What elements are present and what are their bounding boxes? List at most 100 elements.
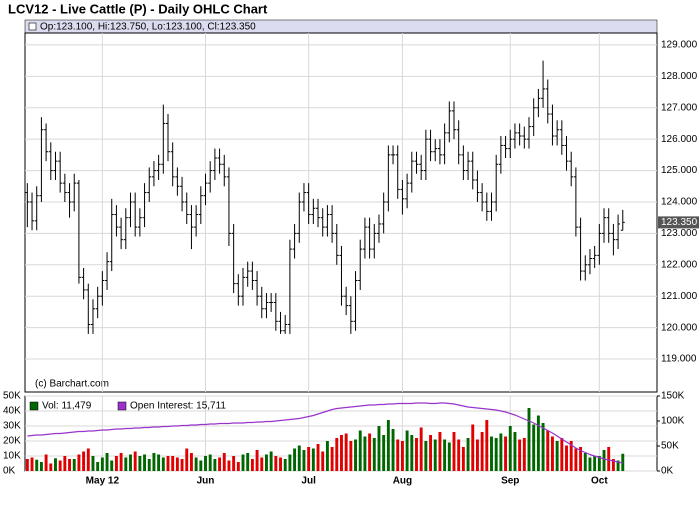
volume-bar — [335, 438, 339, 471]
volume-bar — [213, 459, 217, 471]
volume-bar — [185, 448, 189, 471]
volume-bar — [480, 432, 484, 471]
volume-bar — [372, 438, 376, 471]
y-tick-label: 120.000 — [661, 322, 698, 333]
volume-bar — [143, 454, 147, 471]
volume-bar — [241, 454, 245, 471]
y-tick-label: 126.000 — [661, 134, 698, 145]
volume-bar — [424, 441, 428, 471]
volume-bar — [269, 451, 273, 471]
volume-bar — [316, 444, 320, 471]
y-tick-label: 50K — [3, 391, 21, 402]
volume-bar — [532, 424, 536, 471]
volume-bar — [279, 457, 282, 471]
y-tick-label: 121.000 — [661, 291, 698, 302]
volume-bar — [30, 457, 34, 471]
volume-bar — [457, 439, 461, 471]
x-tick-label: Sep — [501, 476, 519, 487]
y-tick-label: 40K — [3, 406, 21, 417]
volume-bar — [368, 433, 372, 471]
volume-bar — [443, 439, 447, 471]
volume-bar — [602, 450, 606, 471]
volume-bar — [204, 456, 207, 471]
volume-bar — [485, 420, 489, 471]
volume-bar — [466, 438, 470, 471]
volume-bar — [194, 457, 198, 471]
volume-bar — [433, 439, 437, 471]
x-tick-label: Oct — [591, 476, 608, 487]
y-tick-label: 30K — [3, 421, 21, 432]
volume-bar — [39, 462, 43, 471]
y-tick-label: 122.000 — [661, 259, 698, 270]
volume-bar — [199, 460, 203, 471]
volume-bar — [138, 456, 142, 471]
volume-bar — [274, 456, 278, 471]
volume-bar — [161, 457, 165, 471]
volume-bar — [82, 451, 86, 471]
volume-bar — [438, 432, 442, 471]
volume-bars — [25, 408, 625, 471]
volume-bar — [58, 460, 62, 471]
volume-bar — [302, 450, 306, 471]
volume-bar — [147, 459, 151, 471]
header-icon — [28, 22, 37, 31]
volume-bar — [49, 463, 53, 471]
volume-bar — [114, 456, 118, 471]
volume-bar — [344, 433, 348, 471]
volume-bar — [152, 453, 156, 471]
volume-bar — [175, 457, 179, 471]
volume-bar — [611, 459, 615, 471]
volume-bar — [166, 456, 170, 471]
legend-swatch — [29, 401, 39, 411]
volume-bar — [236, 462, 240, 471]
volume-bar — [96, 462, 100, 471]
volume-bar — [518, 439, 522, 471]
volume-bar — [588, 457, 592, 471]
volume-bar — [208, 454, 212, 471]
volume-bar — [386, 420, 390, 471]
volume-bar — [555, 441, 559, 471]
y-tick-label: 10K — [3, 451, 21, 462]
x-tick-label: Jul — [301, 476, 316, 487]
ohlc-label: Op:123.100, Hi:123.750, Lo:123.100, Cl:1… — [40, 22, 256, 33]
y-tick-label: 127.000 — [661, 102, 698, 113]
volume-bar — [232, 456, 236, 471]
copyright: (c) Barchart.com — [35, 379, 109, 390]
volume-bar — [490, 436, 493, 471]
volume-bar — [293, 448, 297, 471]
volume-bar — [157, 454, 161, 471]
volume-bar — [574, 448, 578, 471]
volume-bar — [541, 423, 545, 471]
volume-bar — [325, 441, 329, 471]
chart-title: LCV12 - Live Cattle (P) - Daily OHLC Cha… — [8, 1, 268, 16]
volume-bar — [419, 427, 423, 471]
open-interest-line — [27, 402, 623, 464]
volume-bar — [86, 448, 90, 471]
volume-bar — [189, 453, 193, 471]
legend-swatch — [117, 401, 127, 411]
volume-bar — [124, 457, 128, 471]
y2-tick-label: 150K — [661, 391, 685, 402]
volume-bar — [550, 436, 554, 471]
volume-bar — [227, 460, 231, 471]
volume-bar — [321, 451, 325, 471]
volume-bar — [297, 445, 301, 471]
volume-bar — [340, 435, 343, 471]
y-tick-label: 0K — [3, 466, 16, 477]
volume-bar — [522, 438, 526, 471]
volume-bar — [415, 438, 418, 471]
volume-bar — [311, 448, 315, 471]
volume-bar — [354, 439, 357, 471]
volume-bar — [171, 456, 175, 471]
x-tick-label: Aug — [393, 476, 412, 487]
volume-bar — [119, 453, 123, 471]
x-tick-label: Jun — [197, 476, 215, 487]
y-tick-label: 129.000 — [661, 40, 698, 51]
y-tick-label: 123.000 — [661, 228, 698, 239]
volume-bar — [560, 438, 564, 471]
volume-bar — [260, 457, 264, 471]
volume-bar — [410, 435, 414, 471]
volume-bar — [494, 438, 498, 471]
